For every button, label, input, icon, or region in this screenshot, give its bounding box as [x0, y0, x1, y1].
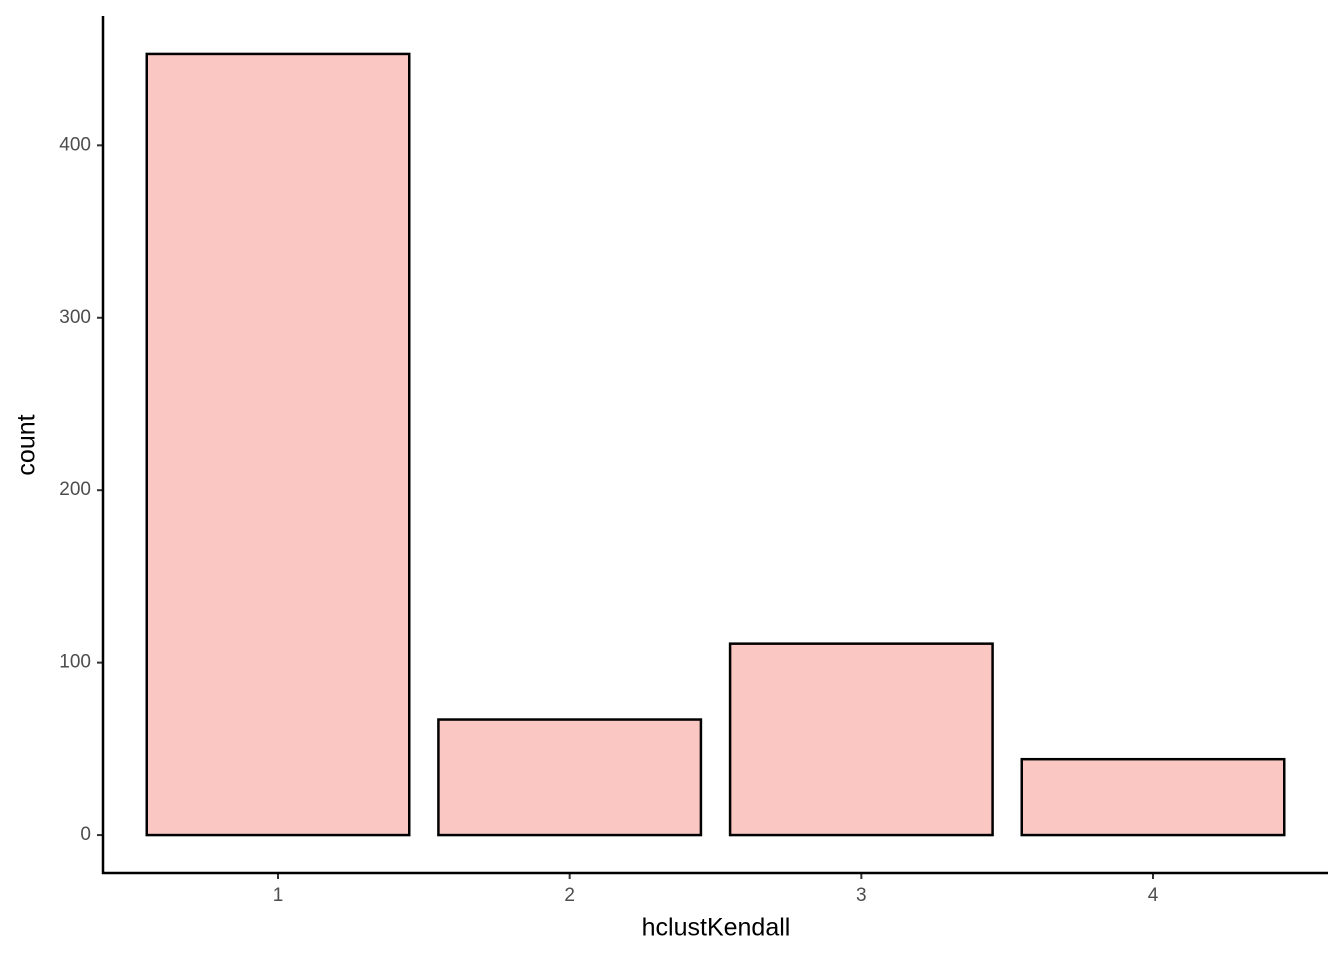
x-axis-title: hclustKendall	[642, 914, 791, 942]
bar	[437, 718, 703, 837]
y-axis-title: count	[13, 414, 41, 475]
x-tick-label: 2	[564, 885, 575, 906]
bar	[145, 52, 411, 837]
y-tick-label: 200	[59, 479, 91, 500]
y-tick-label: 300	[59, 307, 91, 328]
bar	[728, 642, 994, 837]
x-tick-label: 1	[273, 885, 284, 906]
y-tick-label: 400	[59, 134, 91, 155]
y-tick-label: 0	[80, 824, 91, 845]
x-tick-label: 4	[1148, 885, 1159, 906]
bar	[1020, 757, 1286, 837]
y-tick-label: 100	[59, 652, 91, 673]
x-tick-label: 3	[856, 885, 867, 906]
